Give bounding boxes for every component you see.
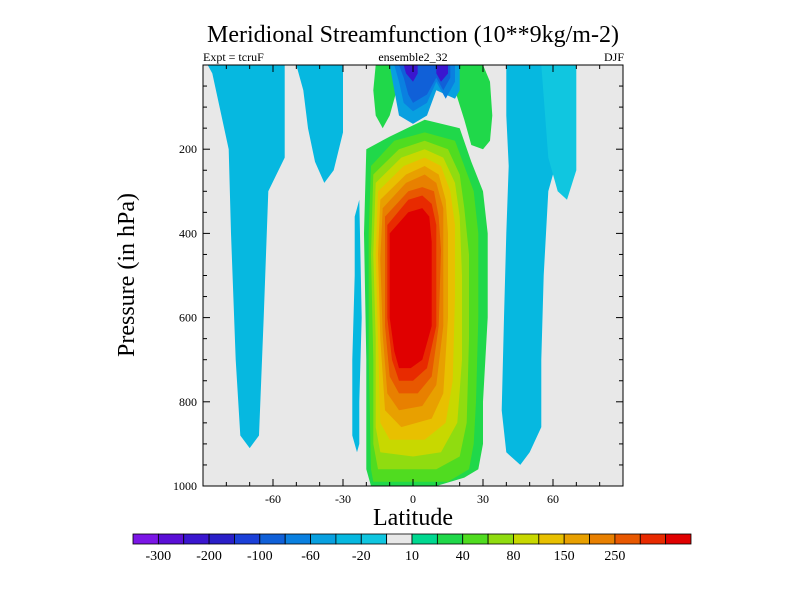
contour-region-5	[541, 65, 577, 200]
contour-region-21	[403, 65, 418, 82]
y-tick-label: 400	[179, 226, 197, 240]
x-tick-label: -60	[265, 492, 281, 506]
colorbar-label: 150	[554, 549, 575, 564]
contour-region-0	[207, 65, 285, 449]
contour-region-17	[389, 208, 432, 369]
y-axis: 200 400 600 800 1000	[173, 85, 623, 493]
colorbar-swatch	[665, 533, 692, 545]
colorbar-swatch	[208, 533, 235, 545]
colorbar-swatch	[614, 533, 641, 545]
x-axis-label: Latitude	[373, 505, 453, 531]
y-axis-label: Pressure (in hPa)	[114, 193, 140, 357]
colorbar-label: 10	[405, 549, 419, 564]
x-tick-label: -30	[335, 492, 351, 506]
contour-region-22	[436, 65, 448, 82]
colorbar-swatch	[284, 533, 311, 545]
colorbar-label: -20	[352, 549, 371, 564]
colorbar-swatch	[234, 533, 261, 545]
colorbar-swatch	[360, 533, 388, 545]
contour-region-2	[268, 65, 273, 116]
colorbar-swatch	[589, 533, 616, 545]
x-tick-label: 30	[477, 492, 489, 506]
colorbar-swatch	[436, 533, 464, 545]
y-tick-label: 200	[179, 142, 197, 156]
y-tick-label: 1000	[173, 479, 197, 493]
colorbar: -300 -200 -100 -60 -20 10 40 80 150 250	[132, 533, 692, 564]
colorbar-label: -60	[301, 549, 320, 564]
x-tick-label: 0	[410, 492, 416, 506]
colorbar-label: 40	[456, 549, 470, 564]
colorbar-label: -300	[146, 549, 172, 564]
contour-region-6	[373, 65, 397, 129]
colorbar-swatch	[487, 533, 514, 545]
colorbar-swatch	[462, 533, 489, 545]
colorbar-swatch	[259, 533, 286, 545]
contour-region-3	[352, 199, 362, 453]
colorbar-swatch	[183, 533, 210, 545]
colorbar-swatch	[310, 533, 337, 545]
contour-region-8	[450, 65, 493, 150]
y-tick-label: 800	[179, 395, 197, 409]
subtitle-center: ensemble2_32	[378, 50, 447, 64]
colorbar-swatch	[513, 533, 540, 545]
plot-area: -60 -30 0 30 60 200 400 600 800 1000	[173, 64, 624, 506]
colorbar-swatch	[563, 533, 590, 545]
subtitle-left: Expt = tcruF	[203, 50, 264, 64]
colorbar-swatch	[157, 533, 185, 545]
colorbar-label: -200	[196, 549, 222, 564]
x-axis: -60 -30 0 30 60	[202, 65, 624, 506]
colorbar-swatch	[335, 533, 362, 545]
colorbar-label: -100	[247, 549, 273, 564]
x-tick-label: 60	[547, 492, 559, 506]
chart-title: Meridional Streamfunction (10**9kg/m-2)	[207, 22, 619, 48]
contour-region-4	[501, 65, 558, 465]
contour-region-1	[296, 65, 343, 183]
colorbar-swatch	[132, 533, 159, 545]
colorbar-label: 80	[506, 549, 520, 564]
colorbar-swatch	[386, 533, 413, 545]
y-tick-label: 600	[179, 311, 197, 325]
colorbar-label: 250	[604, 549, 625, 564]
colorbar-swatch	[538, 533, 565, 545]
colorbar-swatch	[411, 533, 438, 545]
colorbar-swatch	[639, 533, 667, 545]
contour-fills	[207, 65, 577, 486]
subtitle-right: DJF	[604, 50, 624, 64]
